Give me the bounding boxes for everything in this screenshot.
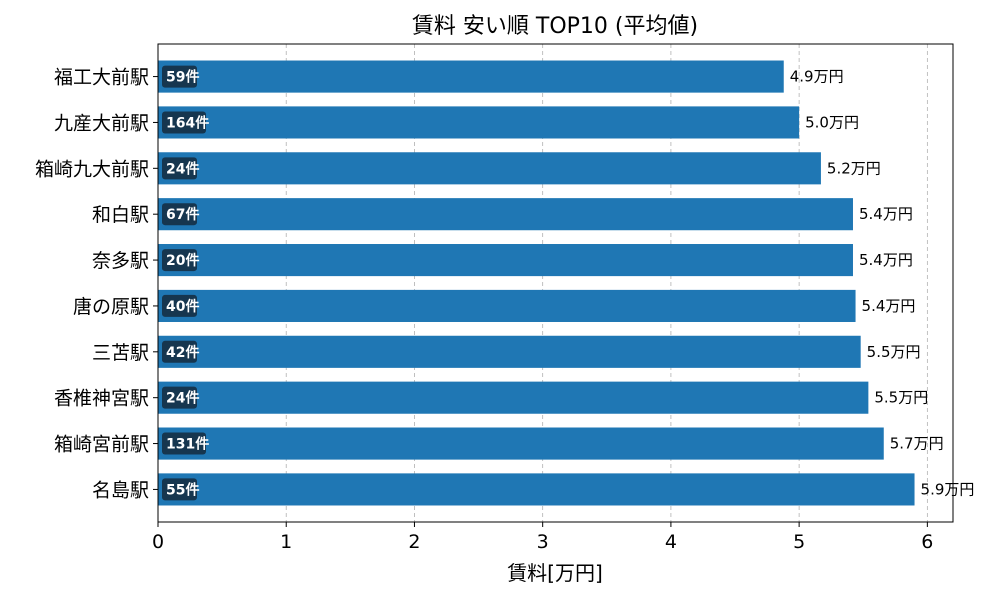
category-label: 九産大前駅: [54, 112, 149, 134]
plot-frame: [157, 43, 954, 523]
count-badge: [162, 432, 206, 455]
bar: [158, 106, 800, 139]
value-label: 5.4万円: [862, 297, 916, 315]
category-label: 三苫駅: [92, 342, 149, 364]
count-label: 24件: [166, 390, 199, 407]
value-label: 5.7万円: [890, 435, 944, 453]
bar: [158, 427, 884, 460]
count-label: 131件: [166, 436, 209, 453]
value-label: 5.9万円: [921, 480, 975, 498]
value-label: 5.0万円: [805, 113, 859, 131]
category-label: 唐の原駅: [73, 296, 149, 318]
category-label: 箱崎九大前駅: [35, 158, 149, 180]
bar: [158, 152, 821, 185]
count-label: 67件: [166, 206, 199, 223]
category-label: 奈多駅: [92, 250, 149, 272]
bar: [158, 335, 861, 368]
count-badge: [162, 478, 197, 501]
value-label: 5.5万円: [874, 389, 928, 407]
bar: [158, 60, 784, 93]
bar: [158, 289, 856, 322]
category-label: 福工大前駅: [54, 67, 149, 89]
bar: [158, 244, 853, 277]
category-label: 香椎神宮駅: [54, 388, 149, 410]
value-label: 5.2万円: [827, 159, 881, 177]
value-label: 5.4万円: [859, 251, 913, 269]
chart-title: 賃料 安い順 TOP10 (平均値): [412, 14, 698, 39]
count-label: 55件: [166, 481, 199, 498]
x-tick-label: 5: [793, 531, 805, 553]
count-badge: [162, 157, 197, 180]
x-tick-label: 3: [537, 531, 549, 553]
y-axis-ticks: 福工大前駅九産大前駅箱崎九大前駅和白駅奈多駅唐の原駅三苫駅香椎神宮駅箱崎宮前駅名…: [35, 67, 158, 501]
count-badge: [162, 65, 197, 88]
count-label: 42件: [166, 344, 199, 361]
category-label: 和白駅: [92, 204, 149, 226]
count-label: 24件: [166, 160, 199, 177]
x-tick-label: 1: [280, 531, 292, 553]
count-badge: [162, 111, 206, 134]
count-badge: [162, 386, 197, 409]
x-axis-ticks: 0 1 2 3 4 5 6: [152, 522, 933, 553]
x-tick-label: 0: [152, 531, 164, 553]
value-label: 4.9万円: [790, 68, 844, 86]
count-badge: [162, 203, 197, 226]
x-tick-label: 2: [408, 531, 420, 553]
x-tick-label: 6: [921, 531, 933, 553]
count-label: 20件: [166, 252, 199, 269]
bar: [158, 381, 869, 414]
x-tick-label: 4: [665, 531, 677, 553]
value-label: 5.4万円: [859, 205, 913, 223]
count-badge: [162, 249, 197, 272]
count-label: 59件: [166, 69, 199, 86]
category-label: 名島駅: [92, 479, 149, 501]
bars: 4.9万円 59件 5.0万円 164件 5.2万円 24件 5.4万円 67件 5.4万円 20…: [158, 60, 975, 506]
bar: [158, 198, 853, 231]
count-label: 40件: [166, 298, 199, 315]
x-axis-label: 賃料[万円]: [507, 561, 603, 585]
value-label: 5.5万円: [867, 343, 921, 361]
count-badge: [162, 294, 197, 317]
count-badge: [162, 340, 197, 363]
count-label: 164件: [166, 114, 209, 131]
category-label: 箱崎宮前駅: [54, 434, 149, 456]
bar: [158, 473, 915, 506]
